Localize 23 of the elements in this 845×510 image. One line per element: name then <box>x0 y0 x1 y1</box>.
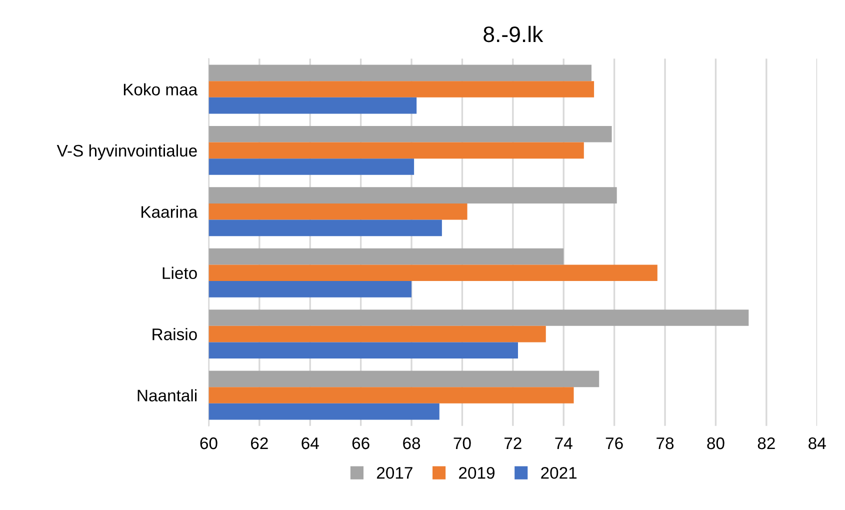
x-tick-label: 64 <box>302 437 319 450</box>
y-tick-label: Kaarina <box>142 206 198 218</box>
y-tick-label: Lieto <box>162 266 197 280</box>
legend-label: 2019 <box>459 466 494 479</box>
y-tick-label: V-S hyvinvointialue <box>56 144 197 160</box>
legend-label: 2017 <box>376 466 412 479</box>
x-tick-label: 70 <box>454 437 471 450</box>
legend-label: 2021 <box>541 466 577 479</box>
x-tick-label: 80 <box>707 437 724 450</box>
chart-title: 8.-9.lk <box>484 26 544 42</box>
x-tick-label: 66 <box>352 437 370 450</box>
x-tick-label: 74 <box>555 438 572 450</box>
x-tick-label: 82 <box>758 437 775 450</box>
x-tick-label: 78 <box>656 437 674 450</box>
y-tick-label: Raisio <box>152 328 197 340</box>
x-tick-label: 72 <box>504 437 522 450</box>
x-tick-label: 84 <box>808 437 826 450</box>
y-tick-label: Naantali <box>138 389 196 402</box>
x-tick-label: 60 <box>200 437 218 450</box>
y-tick-label: Koko maa <box>124 83 198 96</box>
x-tick-label: 68 <box>403 437 420 450</box>
x-tick-label: 76 <box>606 437 623 450</box>
x-tick-label: 62 <box>250 437 268 450</box>
